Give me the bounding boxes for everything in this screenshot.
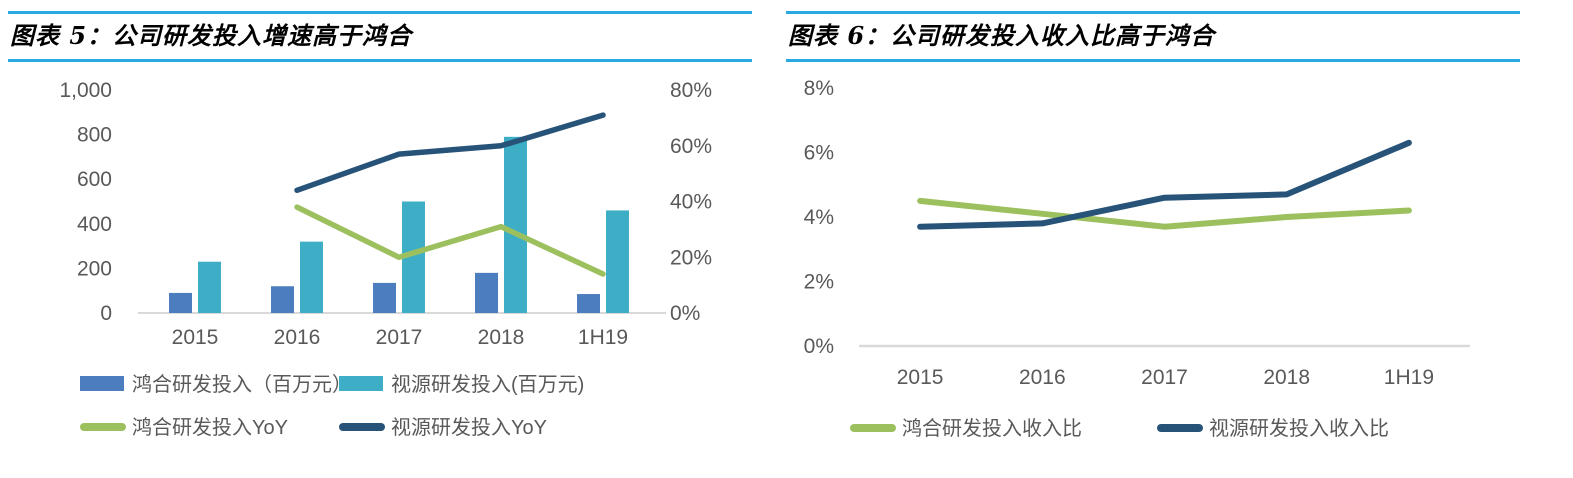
axis-tick-label: 400 xyxy=(77,213,112,236)
bar-视源研发投入(百万元)-2015 xyxy=(198,261,221,313)
figure6-bottom-rule xyxy=(786,59,1520,62)
bar-鸿合研发投入（百万元）-1H19 xyxy=(577,294,600,313)
line-视源研发投入收入比 xyxy=(917,139,1412,230)
bar-鸿合研发投入（百万元）-2017 xyxy=(373,282,396,313)
legend-label: 鸿合研发投入YoY xyxy=(132,416,288,439)
x-axis-label: 2015 xyxy=(172,326,219,349)
axis-tick-label: 800 xyxy=(77,124,112,147)
axis-tick-label: 0% xyxy=(804,335,834,358)
axis-tick-label: 1,000 xyxy=(59,79,112,102)
figure6-line-chart: 8% 6% 4% 2% 0% 2015 2016 2017 2018 1H19 鸿合研发投入收入比 视… xyxy=(804,77,1470,440)
legend-label: 视源研发投入收入比 xyxy=(1209,417,1389,440)
axis-tick-label: 40% xyxy=(670,191,712,214)
x-axis-label: 2016 xyxy=(1019,366,1066,389)
x-axis-label: 2017 xyxy=(376,326,423,349)
axis-tick-label: 60% xyxy=(670,135,712,158)
figure6-top-rule xyxy=(786,11,1520,14)
x-axis-label: 2018 xyxy=(1263,366,1310,389)
x-axis-label: 2015 xyxy=(897,366,944,389)
axis-tick-label: 4% xyxy=(804,206,834,229)
x-axis-label: 2018 xyxy=(478,326,525,349)
axis-tick-label: 20% xyxy=(670,246,712,269)
legend-label: 鸿合研发投入（百万元） xyxy=(132,373,352,396)
legend-swatch-鸿合研发投入收入比 xyxy=(850,424,896,432)
legend-swatch-鸿合研发投入（百万元） xyxy=(80,376,124,391)
axis-tick-label: 80% xyxy=(670,79,712,102)
bar-视源研发投入(百万元)-2017 xyxy=(402,201,425,313)
report-figures-row: 图表 5：公司研发投入增速高于鸿合 1,000 800 600 400 200 0 80% 6… xyxy=(8,11,1520,462)
legend-label: 视源研发投入(百万元) xyxy=(391,373,584,396)
legend-swatch-鸿合研发投入YoY xyxy=(80,423,126,431)
bar-视源研发投入(百万元)-2016 xyxy=(300,241,323,313)
figure5-combo-chart: 1,000 800 600 400 200 0 80% 60% 40% 20% 0% 2015 2016… xyxy=(59,79,712,439)
axis-tick-label: 0 xyxy=(100,302,112,325)
bar-鸿合研发投入（百万元）-2016 xyxy=(271,286,294,313)
x-axis-label: 2016 xyxy=(274,326,321,349)
axis-tick-label: 2% xyxy=(804,271,834,294)
line-鸿合研发投入YoY xyxy=(294,204,606,277)
axis-tick-label: 200 xyxy=(77,257,112,280)
x-axis-label: 1H19 xyxy=(578,326,628,349)
line-鸿合研发投入收入比 xyxy=(917,197,1412,230)
legend-label: 视源研发投入YoY xyxy=(391,416,547,439)
bar-鸿合研发投入（百万元）-2018 xyxy=(475,272,498,313)
figure5-top-rule xyxy=(8,11,752,14)
axis-tick-label: 0% xyxy=(670,302,700,325)
legend-swatch-视源研发投入YoY xyxy=(339,423,385,431)
legend-label: 鸿合研发投入收入比 xyxy=(902,417,1082,440)
x-axis-label: 2017 xyxy=(1141,366,1188,389)
axis-tick-label: 8% xyxy=(804,77,834,100)
figure6-title: 图表 6：公司研发投入收入比高于鸿合 xyxy=(788,21,1216,50)
x-axis-label: 1H19 xyxy=(1384,366,1434,389)
legend-swatch-视源研发投入(百万元) xyxy=(339,376,383,391)
line-视源研发投入YoY xyxy=(294,112,606,194)
figure5-title: 图表 5：公司研发投入增速高于鸿合 xyxy=(10,21,413,50)
legend-swatch-视源研发投入收入比 xyxy=(1157,424,1203,432)
figure5-bottom-rule xyxy=(8,59,752,62)
bar-视源研发投入(百万元)-1H19 xyxy=(606,210,629,313)
bar-鸿合研发投入（百万元）-2015 xyxy=(169,292,192,313)
axis-tick-label: 6% xyxy=(804,142,834,165)
bar-视源研发投入(百万元)-2018 xyxy=(504,136,527,313)
figure6-panel: 图表 6：公司研发投入收入比高于鸿合 8% 6% 4% 2% 0% 2015 2016 201… xyxy=(786,11,1520,462)
axis-tick-label: 600 xyxy=(77,168,112,191)
figure5-panel: 图表 5：公司研发投入增速高于鸿合 1,000 800 600 400 200 0 80% 6… xyxy=(8,11,752,462)
